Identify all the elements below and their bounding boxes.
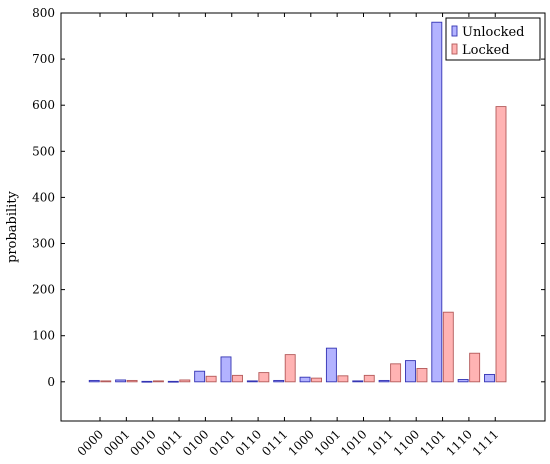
bar-unlocked-1111: [484, 373, 495, 383]
x-tick-label: 0000: [75, 427, 106, 458]
x-tick-label: 0101: [206, 427, 237, 458]
bar-unlocked-0100: [194, 370, 206, 383]
legend: Unlocked Locked: [445, 17, 541, 61]
x-tick-label: 1100: [391, 427, 422, 458]
bar-locked-1110: [469, 352, 481, 383]
x-tick-label: 1000: [285, 427, 316, 458]
bar-locked-1000: [311, 377, 322, 383]
y-tick-label: 400: [32, 190, 55, 204]
bar-unlocked-1110: [457, 379, 469, 383]
bar-unlocked-0011: [167, 380, 179, 383]
x-tick-label: 0011: [154, 427, 185, 458]
y-tick-label: 600: [32, 98, 55, 112]
y-axis-ticks: 0 100 200 300 400 500 600 700 800: [32, 6, 545, 389]
bar-locked-0000: [100, 380, 112, 383]
bar-locked-0010: [152, 380, 164, 383]
bar-unlocked-0101: [220, 356, 232, 383]
x-tick-label: 1010: [338, 427, 369, 458]
bar-unlocked-0001: [115, 379, 127, 383]
y-tick-label: 0: [47, 375, 55, 389]
x-tick-label: 0010: [127, 427, 158, 458]
y-tick-label: 200: [32, 283, 55, 297]
x-tick-label: 0110: [233, 427, 264, 458]
legend-label-locked: Locked: [462, 43, 510, 58]
bar-locked-1011: [390, 363, 402, 383]
bar-locked-1100: [416, 367, 428, 383]
bar-unlocked-1011: [378, 379, 390, 383]
y-tick-label: 100: [32, 329, 55, 343]
bars: [88, 21, 507, 383]
plot-frame: [60, 12, 546, 422]
bar-locked-0100: [205, 375, 217, 383]
bar-locked-1101: [442, 311, 454, 383]
bar-unlocked-0111: [273, 379, 285, 383]
x-tick-label: 0100: [180, 427, 211, 458]
bar-unlocked-0010: [141, 380, 153, 383]
y-tick-label: 800: [32, 6, 55, 20]
bar-unlocked-1101: [431, 21, 443, 383]
bar-unlocked-1001: [325, 347, 337, 383]
bar-locked-0110: [258, 372, 270, 383]
x-tick-label: 1110: [444, 427, 475, 458]
bar-locked-1010: [363, 374, 375, 383]
bar-unlocked-1000: [299, 376, 311, 383]
bar-locked-0011: [179, 379, 191, 383]
legend-swatch-unlocked: [451, 25, 458, 37]
y-tick-label: 700: [32, 52, 55, 66]
x-tick-label: 1011: [364, 427, 395, 458]
x-tick-label: 0001: [101, 427, 132, 458]
y-tick-label: 500: [32, 144, 55, 158]
x-tick-label: 1111: [470, 427, 501, 458]
y-axis-label: probability: [5, 190, 20, 262]
bar-locked-0001: [126, 379, 138, 383]
bar-locked-0101: [232, 374, 243, 383]
bar-unlocked-1010: [352, 380, 364, 383]
bar-unlocked-0000: [88, 379, 100, 383]
bar-locked-1111: [495, 106, 507, 383]
y-tick-label: 300: [32, 237, 55, 251]
bar-locked-0111: [284, 354, 296, 383]
bar-unlocked-1100: [405, 360, 416, 383]
bar-unlocked-0110: [246, 380, 258, 383]
legend-label-unlocked: Unlocked: [462, 25, 525, 40]
x-tick-label: 1001: [312, 427, 343, 458]
x-tick-label: 0111: [259, 427, 290, 458]
x-tick-label: 1101: [417, 427, 448, 458]
legend-box: [445, 17, 541, 61]
legend-swatch-locked: [451, 43, 458, 55]
bar-locked-1001: [337, 375, 349, 383]
